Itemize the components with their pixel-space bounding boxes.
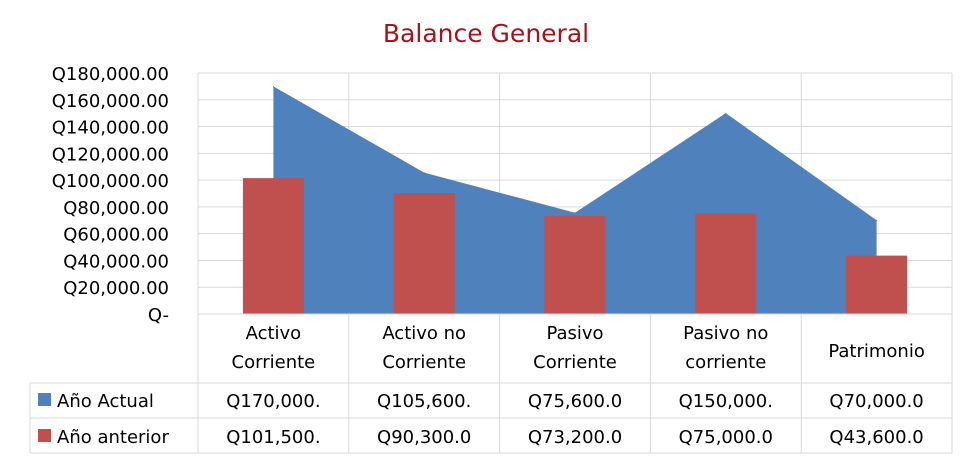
category-label: Corriente: [232, 352, 316, 373]
table-value: Q75,600.0: [528, 391, 622, 412]
y-axis-labels: Q- Q20,000.00 Q40,000.00 Q60,000.00 Q80,000.…: [52, 64, 169, 326]
category-label: Patrimonio: [828, 341, 925, 362]
y-tick-label: Q120,000.00: [52, 144, 169, 165]
table-value: Q150,000.: [679, 391, 773, 412]
category-label: Corriente: [533, 352, 617, 373]
data-table: Activo Corriente Activo no Corriente Pasivo C…: [29, 313, 953, 454]
category-label: corriente: [685, 352, 766, 373]
y-tick-label: Q100,000.00: [52, 171, 169, 192]
category-label: Activo no: [382, 323, 466, 344]
area-point: [423, 172, 425, 174]
legend-key-swatch: [38, 393, 51, 406]
area-point: [725, 112, 727, 114]
table-value: Q105,600.: [377, 391, 471, 412]
table-value: Q170,000.: [226, 391, 320, 412]
bar-series-layer: [242, 178, 908, 314]
table-value: Q101,500.: [226, 427, 320, 448]
y-tick-label: Q80,000.00: [63, 198, 169, 219]
y-tick-label: Q60,000.00: [63, 225, 169, 246]
category-label: Pasivo: [546, 323, 603, 344]
area-point: [574, 212, 576, 214]
chart-title: Balance General: [383, 19, 589, 48]
bar-previous-year: [846, 255, 908, 314]
area-point: [272, 85, 274, 87]
category-label: Pasivo no: [683, 323, 768, 344]
table-value: Q73,200.0: [528, 427, 622, 448]
series-name: Año anterior: [57, 427, 169, 448]
y-tick-label: Q180,000.00: [52, 64, 169, 85]
category-label: Activo: [246, 323, 302, 344]
y-tick-label: Q20,000.00: [63, 278, 169, 299]
bar-previous-year: [242, 178, 304, 314]
legend-key-swatch: [38, 429, 51, 442]
y-tick-label: Q140,000.00: [52, 118, 169, 139]
table-value: Q70,000.0: [829, 391, 923, 412]
category-label: Corriente: [382, 352, 466, 373]
y-tick-label: Q-: [148, 305, 169, 326]
series-name: Año Actual: [57, 391, 154, 412]
table-value: Q90,300.0: [377, 427, 471, 448]
table-value: Q43,600.0: [829, 427, 923, 448]
y-tick-label: Q40,000.00: [63, 251, 169, 272]
bar-previous-year: [393, 193, 455, 314]
table-value: Q75,000.0: [679, 427, 773, 448]
bar-previous-year: [695, 213, 757, 314]
area-point: [876, 219, 878, 221]
y-tick-label: Q160,000.00: [52, 91, 169, 112]
bar-previous-year: [544, 215, 606, 314]
